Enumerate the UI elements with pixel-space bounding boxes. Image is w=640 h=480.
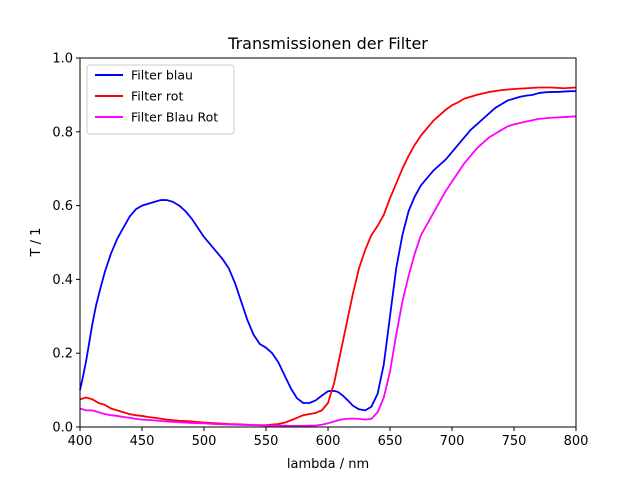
x-tick-label: 450 [130,434,155,449]
series-line-3 [79,115,577,427]
x-tick-label: 750 [502,434,527,449]
y-tick-label: 0.0 [52,421,73,436]
x-tick-label: 800 [564,434,589,449]
y-axis-label: T / 1 [29,228,44,258]
x-tick-label: 550 [254,434,279,449]
x-axis-label: lambda / nm [287,457,369,472]
plot-lines [79,86,577,427]
y-tick-label: 0.6 [52,199,73,214]
x-tick-label: 400 [68,434,93,449]
legend-label: Filter Blau Rot [131,110,218,125]
x-tick-label: 650 [378,434,403,449]
x-tick-label: 500 [192,434,217,449]
chart-title: Transmissionen der Filter [227,34,428,53]
y-tick-label: 1.0 [52,52,73,67]
x-tick-label: 600 [316,434,341,449]
y-axis: 0.0 0.2 0.4 0.6 0.8 1.0 [52,52,80,436]
x-tick-label: 700 [440,434,465,449]
x-axis: 400 450 500 550 600 650 700 750 800 [68,427,589,449]
legend-label: Filter rot [131,89,183,104]
series-line-2 [79,86,577,427]
legend-label: Filter blau [131,68,193,83]
legend-box [86,64,235,135]
y-tick-label: 0.2 [52,347,73,362]
legend: Filter blau Filter rot Filter Blau Rot [86,64,235,135]
y-tick-label: 0.4 [52,273,73,288]
series-line-1 [79,90,576,412]
y-tick-label: 0.8 [52,125,73,140]
